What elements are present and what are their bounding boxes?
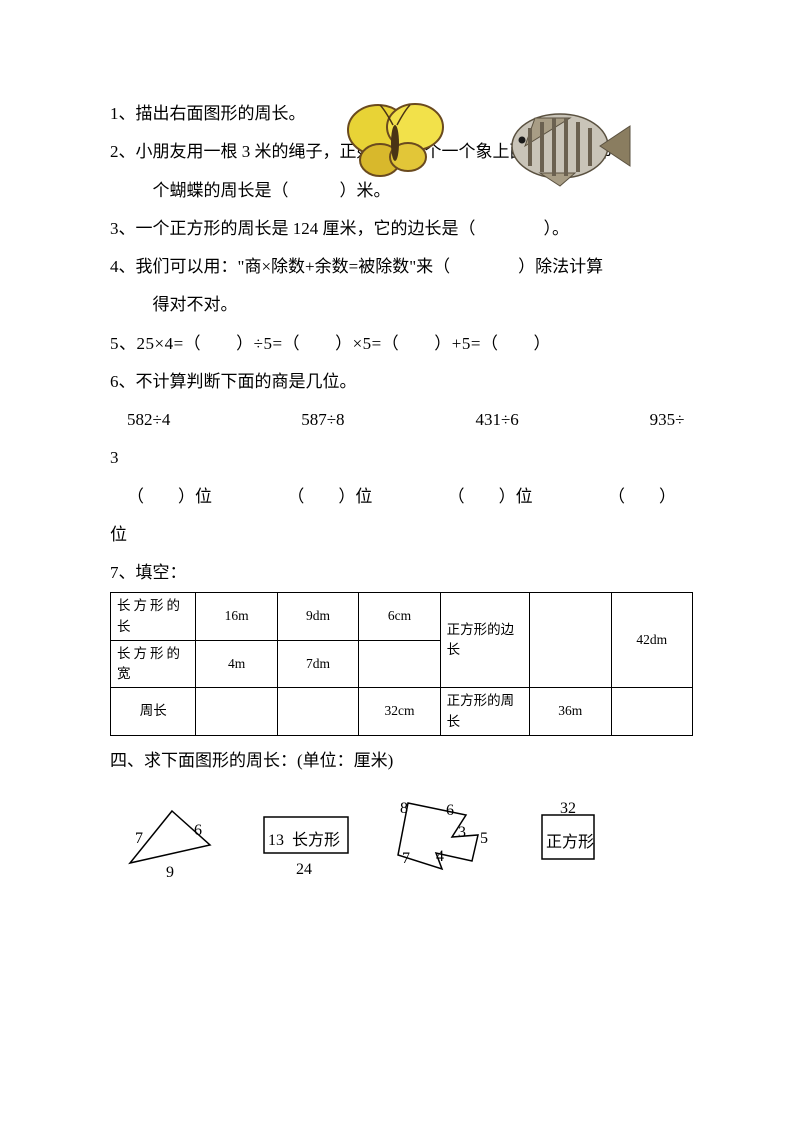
q4-line2: 得对不对。 [110, 286, 693, 324]
cell: 9dm [277, 593, 358, 641]
cell: 32cm [359, 688, 440, 736]
q6-item: 582÷4 [127, 401, 170, 439]
poly-e: 4 [436, 839, 444, 875]
figure-images [330, 95, 635, 195]
polygon-shape: 8 6 3 5 4 7 [380, 795, 510, 875]
cell: 36m [530, 688, 611, 736]
cell [277, 688, 358, 736]
sq-s: 32 [560, 791, 576, 827]
q6-answers: （ ）位 （ ）位 （ ）位 （ ） [110, 478, 693, 516]
q6-ans: （ ） [608, 478, 676, 516]
q6-ans-tail: 位 [110, 516, 693, 554]
shapes-row: 7 6 9 13 长方形 24 8 6 3 5 4 7 [110, 795, 693, 875]
q6-ans: （ ）位 [127, 478, 212, 516]
cell: 42dm [611, 593, 692, 688]
cell: 正方形的周长 [440, 688, 529, 736]
cell: 7dm [277, 640, 358, 688]
sq-label: 正方形 [546, 825, 594, 861]
q3: 3、一个正方形的周长是 124 厘米，它的边长是（ ）。 [110, 210, 693, 248]
rectangle-shape: 13 长方形 24 [250, 805, 360, 875]
q6-ans: （ ）位 [287, 478, 372, 516]
q6-expressions: 582÷4 587÷8 431÷6 935÷ [110, 401, 693, 439]
q6-ans: （ ）位 [448, 478, 533, 516]
q6-item: 935÷ [650, 401, 685, 439]
cell: 4m [196, 640, 277, 688]
square-shape: 32 正方形 [530, 795, 610, 875]
poly-a: 8 [400, 791, 408, 827]
poly-d: 5 [480, 821, 488, 857]
cell [530, 593, 611, 688]
tri-c: 9 [166, 855, 174, 891]
fish-icon [500, 98, 635, 193]
cell [359, 640, 440, 688]
poly-b: 6 [446, 793, 454, 829]
tri-a: 7 [135, 821, 143, 857]
cell [611, 688, 692, 736]
q6-item: 587÷8 [301, 401, 344, 439]
section-4-title: 四、求下面图形的周长：(单位：厘米) [110, 742, 693, 780]
q6: 6、不计算判断下面的商是几位。 [110, 363, 693, 401]
q6-item: 431÷6 [475, 401, 518, 439]
tri-b: 6 [194, 813, 202, 849]
cell: 长方形的长 [111, 593, 196, 641]
cell: 周长 [111, 688, 196, 736]
cell: 16m [196, 593, 277, 641]
q5: 5、25×4=（ ）÷5=（ ）×5=（ ）+5=（ ） [110, 325, 693, 363]
cell: 长方形的宽 [111, 640, 196, 688]
triangle-shape: 7 6 9 [120, 805, 230, 875]
cell: 6cm [359, 593, 440, 641]
q7: 7、填空： [110, 554, 693, 592]
cell: 正方形的边长 [440, 593, 529, 688]
table-row: 长方形的长 16m 9dm 6cm 正方形的边长 42dm [111, 593, 693, 641]
rect-w: 24 [296, 852, 312, 888]
poly-c: 3 [458, 815, 466, 851]
q6-tail: 3 [110, 439, 693, 477]
butterfly-icon [330, 95, 460, 195]
q7-table: 长方形的长 16m 9dm 6cm 正方形的边长 42dm 长方形的宽 4m 7… [110, 592, 693, 736]
rect-h: 13 [268, 823, 284, 859]
table-row: 周长 32cm 正方形的周长 36m [111, 688, 693, 736]
q4-line1: 4、我们可以用："商×除数+余数=被除数"来（ ）除法计算 [110, 248, 693, 286]
cell [196, 688, 277, 736]
poly-f: 7 [402, 841, 410, 877]
